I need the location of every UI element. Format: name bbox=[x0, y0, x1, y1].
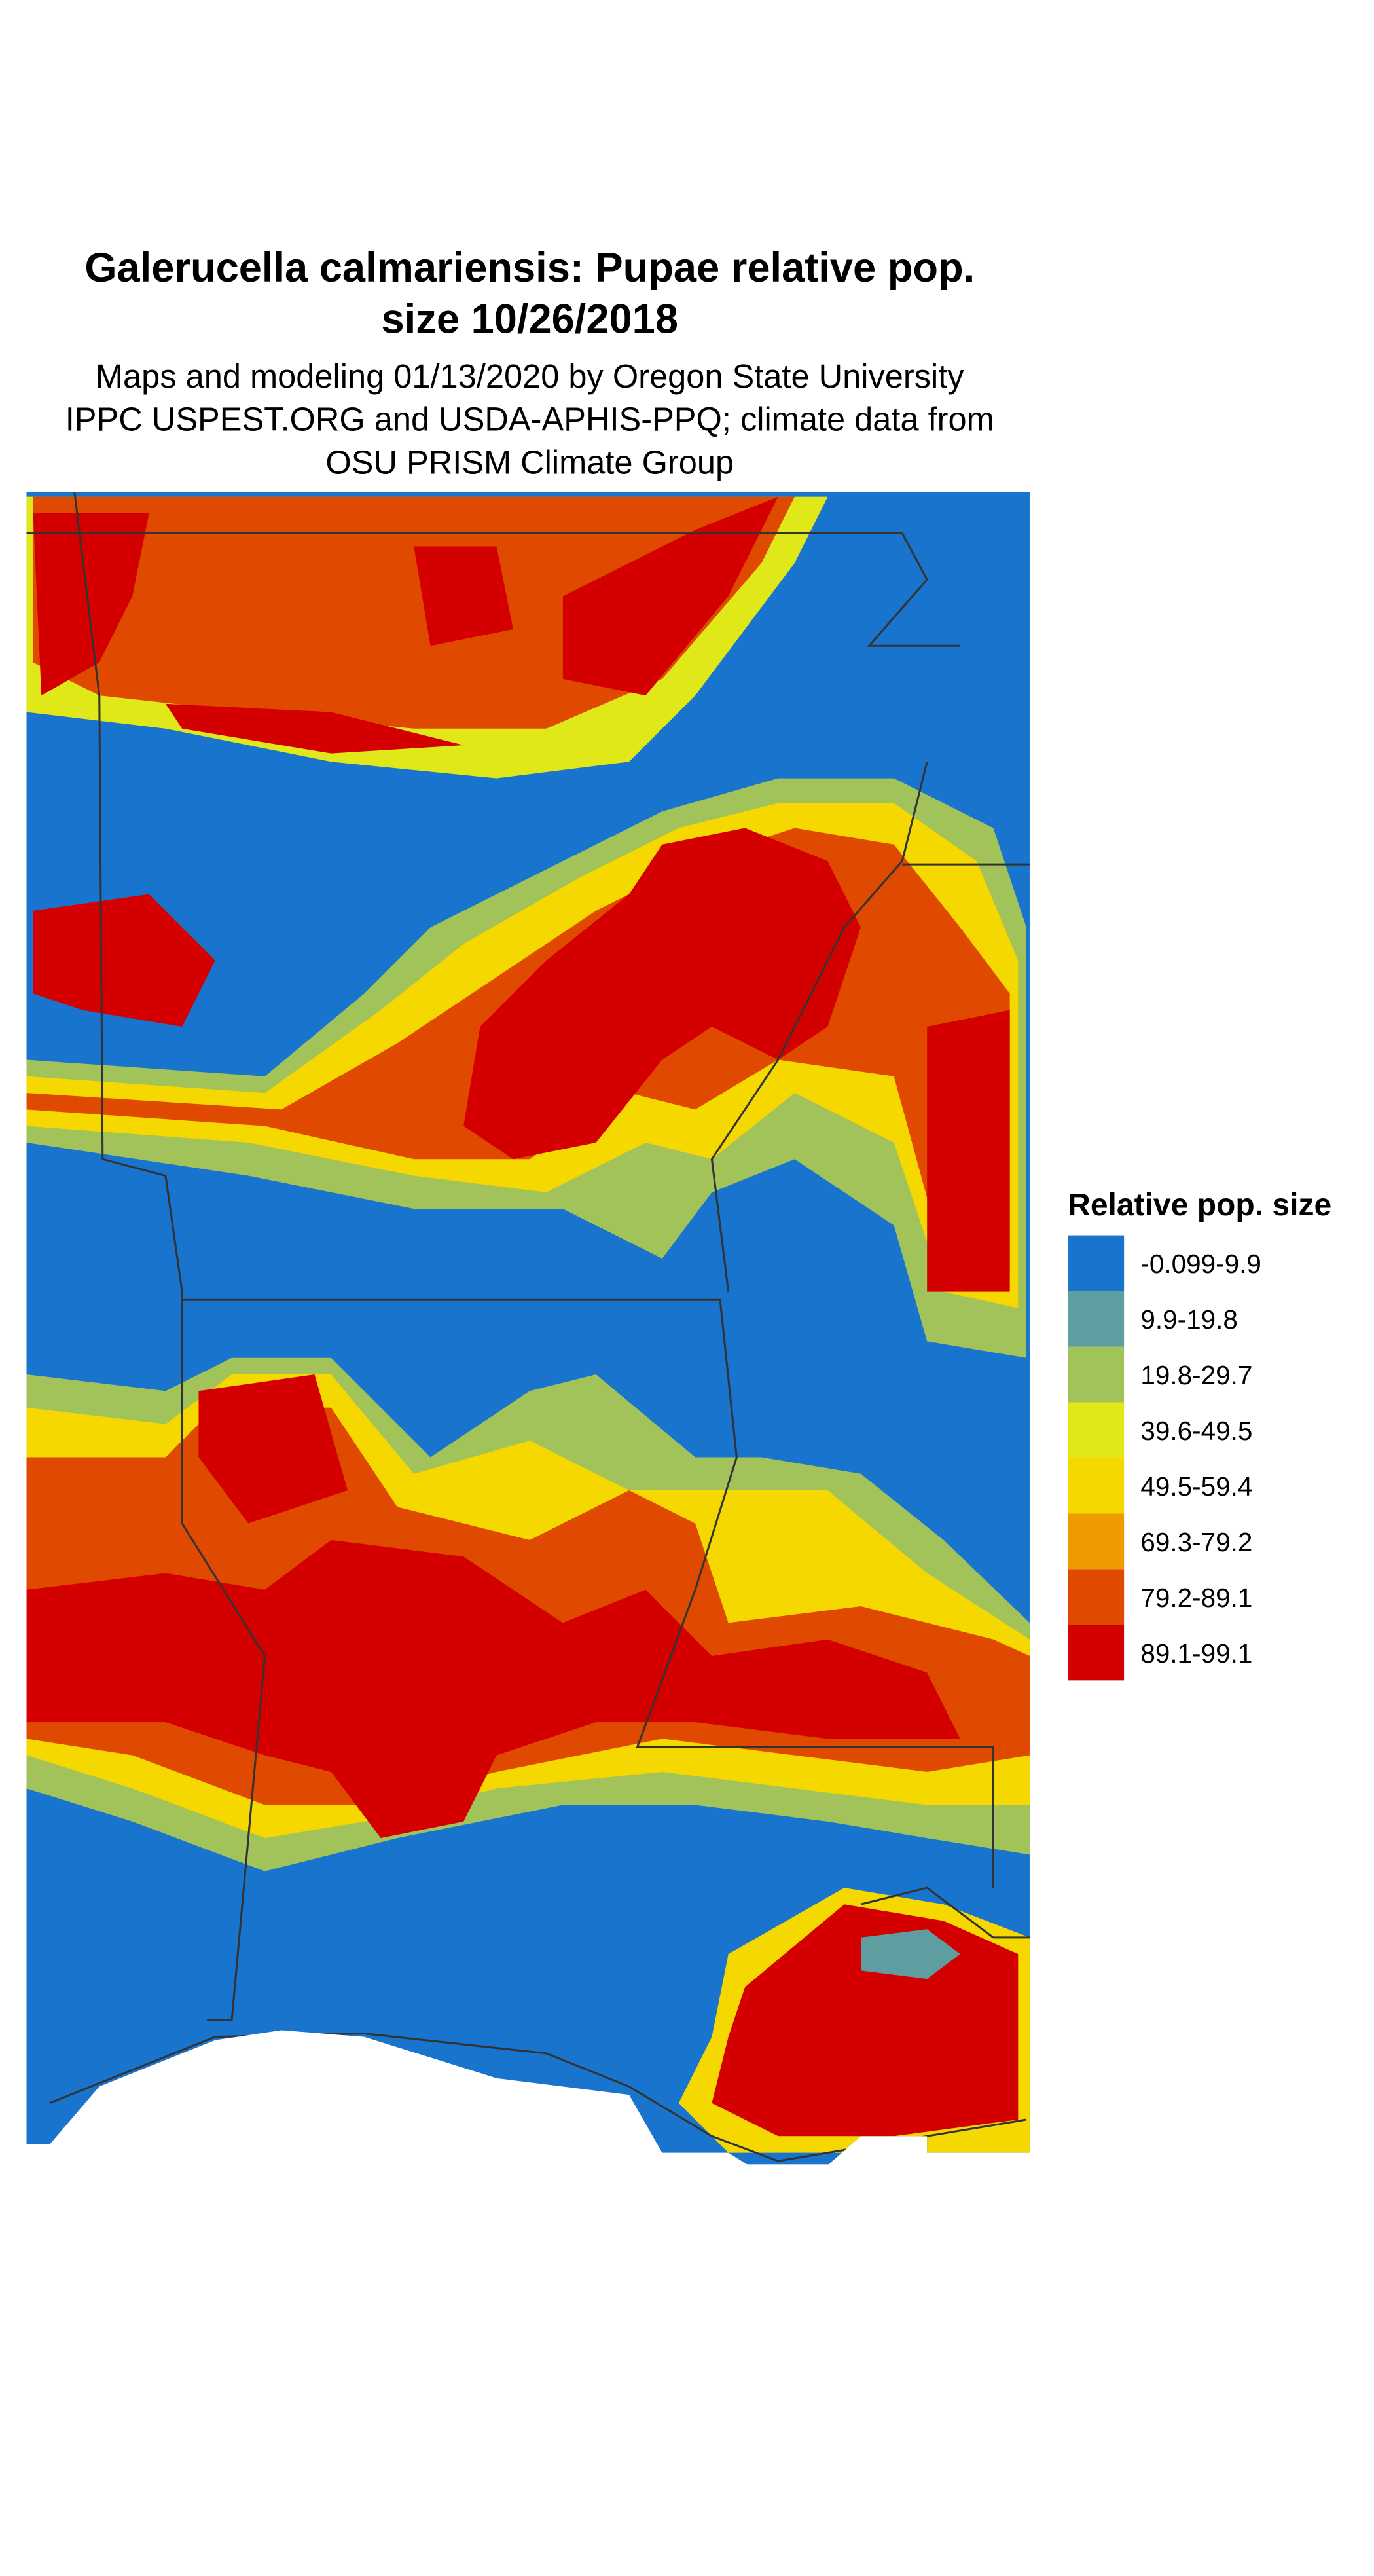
zone bbox=[861, 1929, 960, 1979]
legend-label: 9.9-19.8 bbox=[1140, 1304, 1237, 1334]
subtitle: Maps and modeling 01/13/2020 by Oregon S… bbox=[96, 358, 964, 395]
legend-swatch bbox=[1068, 1513, 1125, 1570]
legend-swatch bbox=[1068, 1458, 1125, 1514]
zone bbox=[26, 1374, 960, 1839]
legend-label: 69.3-79.2 bbox=[1140, 1527, 1252, 1557]
border bbox=[26, 532, 994, 1888]
legend-label: 49.5-59.4 bbox=[1140, 1471, 1252, 1501]
legend-swatch bbox=[1068, 1402, 1125, 1458]
legend: -0.099-9.9 9.9-19.8 19.8-29.7 39.6-49.5 49.5… bbox=[1068, 1235, 1261, 1681]
legend-label: 19.8-29.7 bbox=[1140, 1360, 1252, 1390]
zone bbox=[33, 496, 778, 754]
zone bbox=[463, 828, 1010, 1292]
title: Galerucella calmariensis: Pupae relative… bbox=[84, 245, 975, 291]
legend-label: 79.2-89.1 bbox=[1140, 1583, 1252, 1613]
legend-label: 39.6-49.5 bbox=[1140, 1416, 1252, 1446]
legend-swatch bbox=[1068, 1235, 1125, 1291]
legend-title: Relative pop. size bbox=[1068, 1188, 1331, 1223]
subtitle: IPPC USPEST.ORG and USDA-APHIS-PPQ; clim… bbox=[65, 401, 994, 438]
title: size 10/26/2018 bbox=[382, 296, 678, 342]
map-raster bbox=[26, 492, 1030, 2165]
subtitle: OSU PRISM Climate Group bbox=[325, 443, 734, 481]
border bbox=[710, 761, 928, 1292]
legend-swatch bbox=[1068, 1569, 1125, 1625]
legend-swatch bbox=[1068, 1625, 1125, 1681]
legend-label: 89.1-99.1 bbox=[1140, 1638, 1252, 1668]
legend-swatch bbox=[1068, 1291, 1125, 1347]
legend-swatch bbox=[1068, 1346, 1125, 1403]
border bbox=[73, 492, 266, 2021]
legend-label: -0.099-9.9 bbox=[1140, 1249, 1261, 1279]
zone bbox=[33, 894, 215, 1027]
